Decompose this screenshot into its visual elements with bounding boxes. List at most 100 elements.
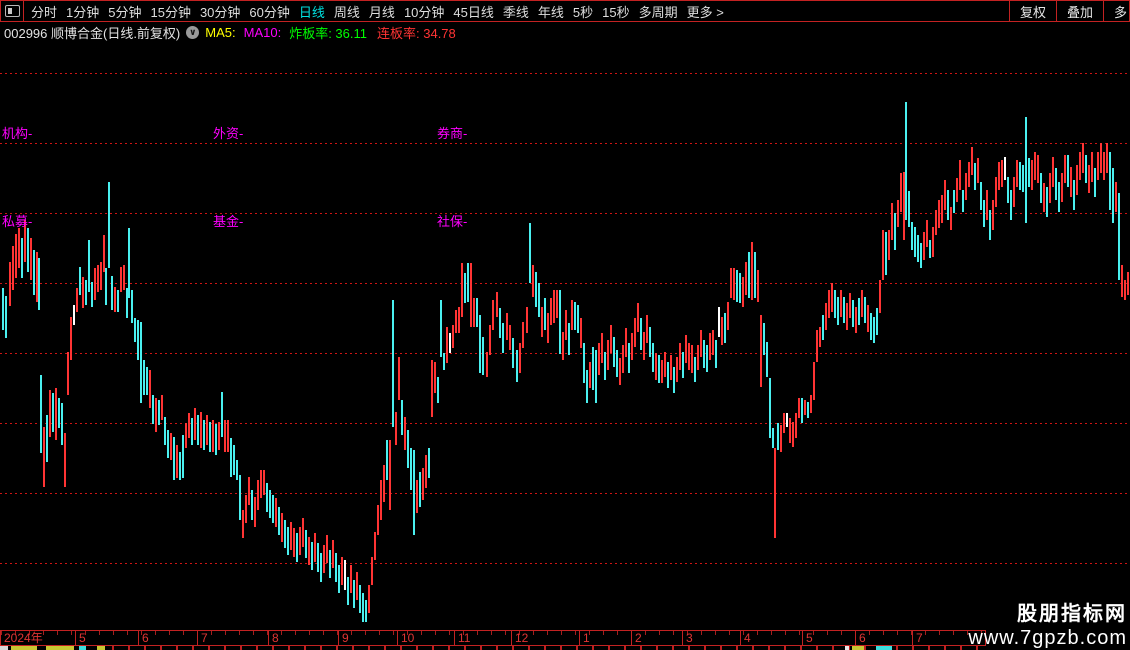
candle-bar bbox=[1064, 155, 1066, 183]
tab-15秒[interactable]: 15秒 bbox=[602, 4, 630, 20]
candle-bar bbox=[296, 533, 298, 562]
tab-周线[interactable]: 周线 bbox=[333, 4, 360, 20]
candle-bar bbox=[745, 262, 747, 295]
candle-bar bbox=[1031, 160, 1033, 190]
candle-bar bbox=[120, 267, 122, 292]
candle-bar bbox=[88, 240, 90, 292]
time-axis[interactable]: 2024年 5 6 7 8 9 10 11 12 1 2 3 4 5 6 7 bbox=[0, 630, 986, 646]
candle-bar bbox=[131, 290, 133, 323]
candle-bar bbox=[73, 305, 75, 325]
candle-bar bbox=[401, 400, 403, 435]
candle-bar bbox=[140, 322, 142, 403]
candle-bar bbox=[914, 227, 916, 257]
candle-bar bbox=[398, 357, 400, 400]
candle-bar bbox=[631, 333, 633, 360]
candle-bar bbox=[658, 355, 660, 383]
candle-bar bbox=[461, 263, 463, 317]
candle-bar bbox=[783, 413, 785, 433]
candle-bar bbox=[798, 398, 800, 418]
axis-month-label: 1 bbox=[583, 631, 590, 645]
streak-rate-value: 34.78 bbox=[423, 25, 456, 41]
tab-多周期[interactable]: 多周期 bbox=[638, 4, 678, 20]
candle-bar bbox=[12, 246, 14, 290]
candle-bar bbox=[742, 277, 744, 307]
candle-bar bbox=[846, 303, 848, 330]
tab-季线[interactable]: 季线 bbox=[502, 4, 529, 20]
candle-bar bbox=[888, 230, 890, 260]
candle-bar bbox=[114, 287, 116, 312]
candle-bar bbox=[804, 400, 806, 415]
candle-bar bbox=[332, 540, 334, 568]
candle-bar bbox=[688, 343, 690, 370]
candle-bar bbox=[383, 465, 385, 502]
candle-bar bbox=[751, 242, 753, 300]
button-多[interactable]: 多 bbox=[1102, 1, 1129, 21]
candle-bar bbox=[425, 455, 427, 488]
candle-bar bbox=[550, 298, 552, 325]
candle-bar bbox=[380, 480, 382, 520]
candle-bar bbox=[431, 360, 433, 417]
burst-rate: 炸板率: 36.11 bbox=[289, 25, 367, 41]
candle-bar bbox=[724, 313, 726, 343]
candle-bar bbox=[730, 268, 732, 298]
split-screen-button[interactable] bbox=[1, 1, 24, 21]
button-叠加[interactable]: 叠加 bbox=[1055, 1, 1103, 21]
candle-bar bbox=[619, 358, 621, 385]
candle-bar bbox=[589, 362, 591, 388]
candle-bar bbox=[67, 352, 69, 395]
axis-month-divider bbox=[454, 631, 455, 645]
axis-month-divider bbox=[197, 631, 198, 645]
candle-bar bbox=[9, 262, 11, 306]
watermark-site-name: 股朋指标网 bbox=[1017, 603, 1127, 625]
candle-bar bbox=[341, 557, 343, 585]
tab-60分钟[interactable]: 60分钟 bbox=[249, 4, 290, 20]
candle-bar bbox=[434, 362, 436, 393]
axis-month-label: 2 bbox=[635, 631, 642, 645]
candle-bar bbox=[1022, 165, 1024, 192]
candle-bar bbox=[70, 317, 72, 360]
tab-45日线[interactable]: 45日线 bbox=[453, 4, 494, 20]
tab-1分钟[interactable]: 1分钟 bbox=[66, 4, 100, 20]
tab-10分钟[interactable]: 10分钟 bbox=[403, 4, 445, 20]
tab-5分钟[interactable]: 5分钟 bbox=[108, 4, 142, 20]
tab-5秒[interactable]: 5秒 bbox=[572, 4, 594, 20]
candle-bar bbox=[1037, 155, 1039, 183]
tab-更多 >[interactable]: 更多 > bbox=[686, 4, 724, 20]
split-screen-icon bbox=[4, 5, 20, 17]
cutoff-fragment bbox=[46, 646, 74, 650]
tab-30分钟[interactable]: 30分钟 bbox=[199, 4, 241, 20]
candle-bar bbox=[440, 300, 442, 357]
candle-bar bbox=[709, 333, 711, 360]
tab-15分钟[interactable]: 15分钟 bbox=[150, 4, 191, 20]
candle-bar bbox=[715, 340, 717, 368]
candle-bar bbox=[932, 227, 934, 257]
tab-年线[interactable]: 年线 bbox=[537, 4, 564, 20]
candle-bar bbox=[36, 252, 38, 302]
candle-bar bbox=[610, 325, 612, 353]
candle-bar bbox=[935, 210, 937, 235]
tab-日线[interactable]: 日线 bbox=[298, 4, 325, 20]
candle-bar bbox=[819, 327, 821, 347]
candle-bar bbox=[763, 323, 765, 355]
candle-bar bbox=[46, 415, 48, 462]
tab-分时[interactable]: 分时 bbox=[31, 4, 58, 20]
candle-bar bbox=[568, 323, 570, 355]
tab-月线[interactable]: 月线 bbox=[368, 4, 395, 20]
cutoff-fragment bbox=[852, 646, 864, 650]
button-复权[interactable]: 复权 bbox=[1008, 1, 1056, 21]
candle-bar bbox=[900, 173, 902, 212]
candle-bar bbox=[757, 270, 759, 302]
candle-bar bbox=[245, 495, 247, 523]
candle-bar bbox=[353, 580, 355, 608]
axis-month-label: 12 bbox=[515, 631, 529, 645]
candle-bar bbox=[155, 398, 157, 432]
candle-bar bbox=[697, 345, 699, 370]
candle-bar bbox=[260, 470, 262, 498]
axis-year-label: 2024年 bbox=[4, 631, 43, 645]
candle-bar bbox=[1010, 190, 1012, 220]
candle-bar bbox=[712, 330, 714, 355]
panel-label-券商: 券商- bbox=[437, 126, 468, 141]
candle-bar bbox=[625, 328, 627, 357]
chevron-down-circle-icon[interactable]: ∨ bbox=[186, 25, 200, 39]
